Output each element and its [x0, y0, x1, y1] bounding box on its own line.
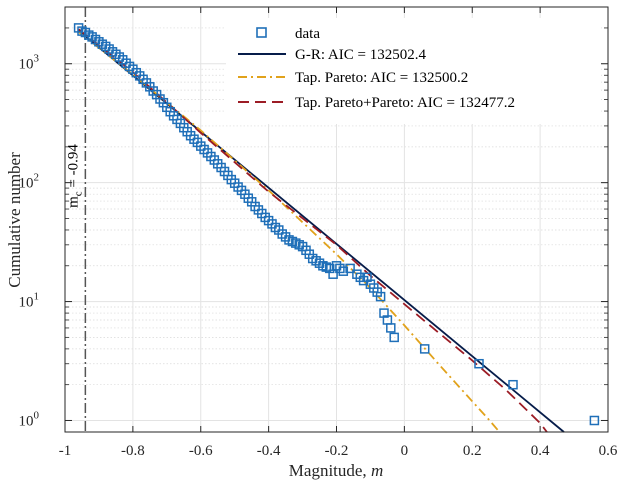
x-tick-label: -1: [59, 443, 72, 459]
y-tick-label: 100: [19, 409, 40, 429]
x-tick-label: 0: [401, 443, 409, 459]
mc-label-value: = -0.94: [65, 144, 81, 192]
x-axis-title: Magnitude, m: [289, 461, 383, 480]
x-tick-label: 0.2: [463, 443, 482, 459]
y-tick-label-base: 10: [19, 57, 34, 73]
y-tick-label: 101: [19, 291, 40, 311]
legend-entry-gr: G-R: AIC = 132502.4: [238, 47, 426, 63]
data-point: [345, 263, 355, 274]
x-tick-label: -0.6: [189, 443, 213, 459]
axis-ticks: [64, 6, 609, 432]
y-tick-label-exponent: 1: [34, 291, 40, 303]
y-axis-title: Cumulative number: [5, 152, 24, 288]
data-point: [508, 379, 518, 390]
x-tick-label: 0.6: [599, 443, 618, 459]
y-tick-label-base: 10: [19, 176, 34, 192]
legend-label-tap-pareto: Tap. Pareto: AIC = 132500.2: [295, 70, 468, 86]
y-tick-label-base: 10: [19, 413, 34, 429]
data-point: [338, 266, 349, 276]
mc-label-m: m: [65, 196, 81, 208]
legend-entry-tap-pareto-pareto: Tap. Pareto+Pareto: AIC = 132477.2: [238, 95, 515, 111]
legend-box: [226, 18, 601, 124]
legend-label-gr: G-R: AIC = 132502.4: [295, 47, 426, 63]
y-tick-label-base: 10: [19, 295, 34, 311]
data-point: [474, 358, 484, 369]
x-tick-label: -0.8: [121, 443, 145, 459]
legend-entry-tap-pareto: Tap. Pareto: AIC = 132500.2: [238, 70, 468, 86]
y-tick-label: 102: [19, 172, 40, 192]
x-tick-labels: -1 -0.8 -0.6 -0.4 -0.2 0 0.2 0.4 0.6: [59, 443, 618, 459]
data-point: [386, 323, 396, 333]
x-tick-label: -0.4: [257, 443, 281, 459]
legend: data G-R: AIC = 132502.4 Tap. Pareto: AI…: [226, 18, 601, 124]
y-tick-label-exponent: 3: [34, 53, 40, 65]
mc-threshold-label: mc = -0.94: [65, 144, 84, 208]
x-tick-label: -0.2: [325, 443, 349, 459]
data-point: [419, 344, 430, 354]
legend-entry-data: data: [256, 26, 320, 42]
data-point: [389, 332, 399, 343]
legend-label-data: data: [295, 26, 320, 42]
legend-marker-data: [256, 27, 267, 38]
legend-label-tap-pareto-pareto: Tap. Pareto+Pareto: AIC = 132477.2: [295, 95, 515, 111]
x-axis-title-text: Magnitude,: [289, 461, 371, 480]
y-tick-label-exponent: 0: [34, 409, 40, 421]
y-tick-label: 103: [19, 53, 40, 73]
x-axis-title-italic: m: [371, 461, 383, 480]
series-line-3: [78, 28, 548, 433]
y-tick-label-exponent: 2: [34, 172, 40, 184]
data-point: [375, 291, 386, 302]
data-point: [589, 415, 600, 426]
x-tick-label: 0.4: [531, 443, 550, 459]
mc-label-sub: c: [72, 191, 84, 196]
data-markers: [73, 23, 600, 426]
